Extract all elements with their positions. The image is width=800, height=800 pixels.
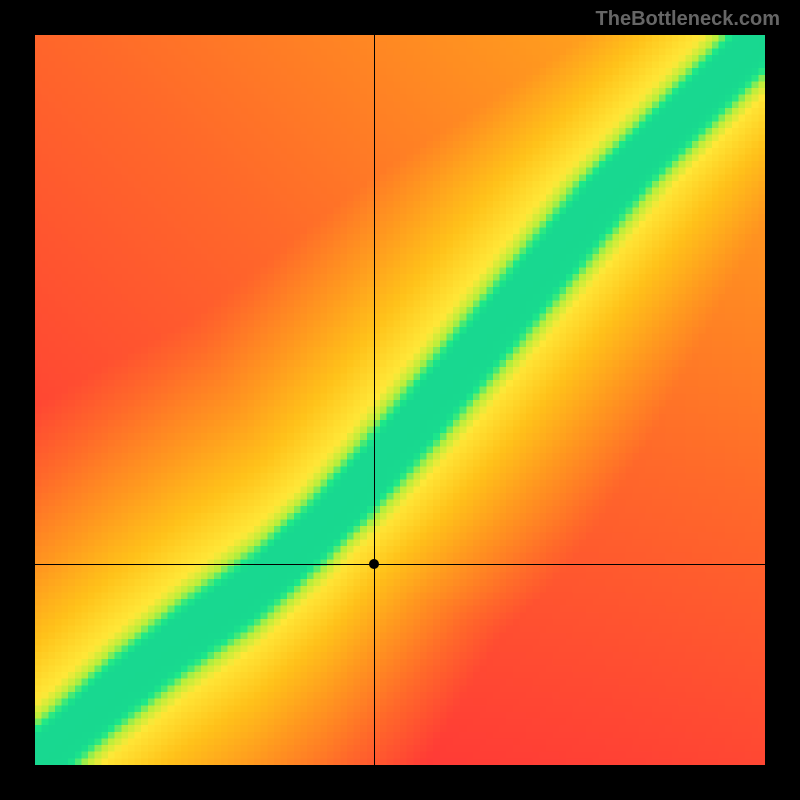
crosshair-vertical	[374, 35, 375, 765]
heatmap-canvas	[35, 35, 765, 765]
intersection-marker	[369, 559, 379, 569]
plot-area	[35, 35, 765, 765]
watermark-text: TheBottleneck.com	[596, 8, 780, 31]
chart-container: { "watermark": { "text": "TheBottleneck.…	[0, 0, 800, 800]
crosshair-horizontal	[35, 564, 765, 565]
